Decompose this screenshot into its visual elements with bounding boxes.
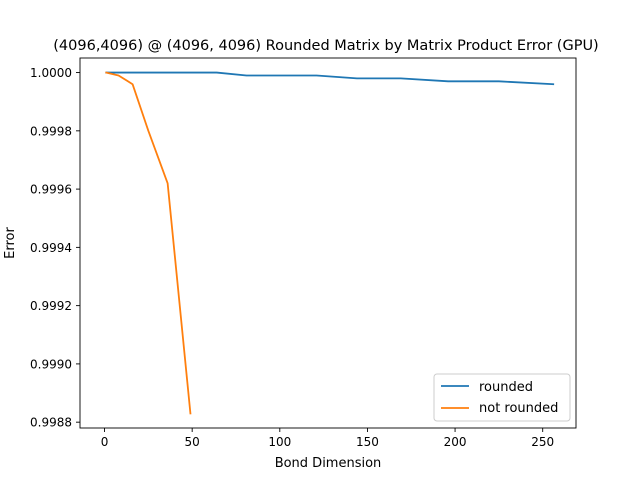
x-tick-label: 0 <box>101 435 109 449</box>
y-tick-label: 1.0000 <box>30 66 72 80</box>
series-line-rounded <box>105 71 555 86</box>
x-tick-label: 100 <box>268 435 291 449</box>
plot-frame <box>79 57 577 429</box>
y-tick-label: 0.9992 <box>30 299 72 313</box>
x-axis-ticks: 0 50 100 150 200 250 <box>101 428 554 449</box>
x-tick-label: 200 <box>444 435 467 449</box>
y-tick-label: 0.9998 <box>30 124 72 138</box>
chart-title: (4096,4096) @ (4096, 4096) Rounded Matri… <box>53 38 598 54</box>
y-tick-label: 0.9990 <box>30 357 72 371</box>
y-axis-ticks: 0.9988 0.9990 0.9992 0.9994 0.9996 0.9998 1.00… <box>30 66 80 430</box>
y-axis-label: Error <box>3 227 18 259</box>
x-tick-label: 150 <box>356 435 379 449</box>
legend-label-not-rounded: not rounded <box>479 401 558 416</box>
x-tick-label: 250 <box>531 435 554 449</box>
y-tick-label: 0.9996 <box>30 183 72 197</box>
legend-label-rounded: rounded <box>479 380 533 395</box>
series-layer <box>105 71 555 415</box>
y-tick-label: 0.9994 <box>30 241 72 255</box>
y-tick-label: 0.9988 <box>30 416 72 430</box>
series-line-not-rounded <box>105 71 192 415</box>
x-tick-label: 50 <box>185 435 200 449</box>
legend: rounded not rounded <box>433 373 571 422</box>
x-axis-label: Bond Dimension <box>275 456 382 471</box>
